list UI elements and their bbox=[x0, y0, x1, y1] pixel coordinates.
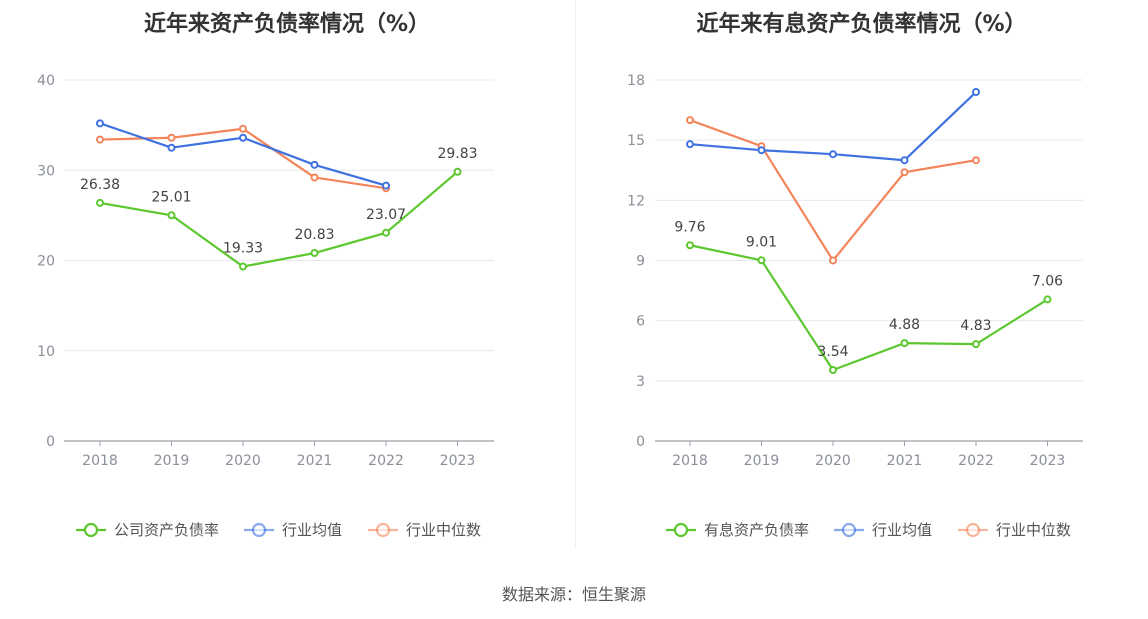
series-line-1 bbox=[689, 91, 977, 162]
series-line-0 bbox=[99, 170, 459, 268]
right-chart-panel: 近年来有息资产负债率情况（%） 0 3 6 9 12 15 18 2018 2019 2020 20… bbox=[575, 0, 1148, 560]
x-tick-label: 2021 bbox=[887, 453, 923, 469]
legend-label-1: 行业均值 bbox=[282, 521, 342, 539]
y-tick-label: 30 bbox=[37, 163, 55, 179]
data-point bbox=[686, 241, 694, 250]
data-label: 4.88 bbox=[889, 317, 920, 333]
data-label: 9.01 bbox=[746, 234, 777, 250]
data-label: 4.83 bbox=[960, 318, 991, 334]
data-point bbox=[757, 146, 766, 155]
y-tick-label: 15 bbox=[627, 133, 645, 149]
x-tick-label: 2019 bbox=[744, 453, 780, 469]
data-point bbox=[96, 198, 104, 207]
panel-divider bbox=[575, 0, 576, 548]
data-point bbox=[972, 156, 980, 165]
y-tick-label: 12 bbox=[627, 193, 645, 209]
data-point bbox=[167, 143, 176, 152]
data-label: 25.01 bbox=[151, 189, 191, 205]
right-chart-title: 近年来有息资产负债率情况（%） bbox=[696, 12, 1027, 37]
x-tick-label: 2020 bbox=[225, 453, 261, 469]
legend-label-0: 有息资产负债率 bbox=[704, 521, 809, 539]
data-point bbox=[167, 211, 176, 220]
data-point bbox=[96, 119, 104, 128]
data-point bbox=[239, 262, 247, 271]
data-point bbox=[757, 256, 766, 265]
data-point bbox=[900, 168, 909, 177]
y-tick-label: 0 bbox=[636, 434, 645, 450]
data-source-note: 数据来源：恒生聚源 bbox=[501, 585, 646, 604]
x-tick-label: 2021 bbox=[297, 453, 333, 469]
legend-marker-0 bbox=[83, 522, 99, 538]
y-tick-label: 0 bbox=[46, 434, 55, 450]
data-label: 3.54 bbox=[817, 344, 848, 360]
legend-marker-1 bbox=[251, 522, 267, 538]
data-point bbox=[686, 116, 694, 125]
x-tick-label: 2019 bbox=[154, 453, 190, 469]
right-line-chart: 0 3 6 9 12 15 18 2018 2019 2020 2021 2022 2023 9.76 9.… bbox=[627, 73, 1083, 539]
legend-label-0: 公司资产负债率 bbox=[114, 521, 219, 539]
data-point bbox=[686, 140, 694, 149]
data-point bbox=[310, 173, 319, 182]
data-point bbox=[167, 133, 176, 142]
data-label: 29.83 bbox=[437, 146, 477, 162]
data-label: 19.33 bbox=[223, 241, 263, 257]
legend-label-1: 行业均值 bbox=[872, 521, 932, 539]
y-tick-label: 9 bbox=[636, 254, 645, 270]
left-chart-title: 近年来资产负债率情况（%） bbox=[143, 12, 431, 37]
data-point bbox=[1043, 295, 1052, 304]
legend-marker-2 bbox=[965, 522, 981, 538]
data-point bbox=[382, 228, 390, 237]
x-tick-label: 2023 bbox=[1030, 453, 1066, 469]
x-tick-label: 2022 bbox=[368, 453, 404, 469]
data-point bbox=[310, 249, 319, 258]
data-point bbox=[239, 133, 247, 142]
data-point bbox=[310, 160, 319, 169]
legend-label-2: 行业中位数 bbox=[406, 521, 481, 539]
data-label: 23.07 bbox=[366, 207, 406, 223]
x-tick-label: 2022 bbox=[958, 453, 994, 469]
legend-label-2: 行业中位数 bbox=[996, 521, 1071, 539]
y-tick-label: 18 bbox=[627, 73, 645, 89]
data-label: 20.83 bbox=[294, 227, 334, 243]
legend-marker-1 bbox=[841, 522, 857, 538]
data-point bbox=[829, 150, 837, 159]
data-label: 26.38 bbox=[80, 177, 120, 193]
y-tick-label: 40 bbox=[37, 73, 55, 89]
x-tick-label: 2023 bbox=[440, 453, 476, 469]
data-point bbox=[972, 88, 980, 97]
y-tick-label: 6 bbox=[636, 314, 645, 330]
series-line-0 bbox=[689, 244, 1049, 372]
data-label: 9.76 bbox=[674, 219, 705, 235]
x-tick-label: 2018 bbox=[82, 453, 118, 469]
data-point bbox=[239, 124, 247, 133]
data-point bbox=[382, 181, 390, 190]
data-point bbox=[900, 339, 909, 348]
y-tick-label: 10 bbox=[37, 344, 55, 360]
legend-marker-2 bbox=[375, 522, 391, 538]
x-tick-label: 2018 bbox=[672, 453, 708, 469]
data-point bbox=[829, 366, 837, 375]
data-label: 7.06 bbox=[1032, 273, 1063, 289]
data-point bbox=[96, 135, 104, 144]
left-chart-panel: 近年来资产负债率情况（%） 0 10 20 30 40 2018 2019 2020 2021 2… bbox=[0, 0, 574, 560]
data-point bbox=[829, 256, 837, 265]
data-point bbox=[972, 340, 980, 349]
series-line-2 bbox=[689, 119, 977, 262]
y-tick-label: 20 bbox=[37, 254, 55, 270]
x-tick-label: 2020 bbox=[815, 453, 851, 469]
y-tick-label: 3 bbox=[636, 374, 645, 390]
data-point bbox=[900, 156, 909, 165]
legend-marker-0 bbox=[673, 522, 689, 538]
left-line-chart: 0 10 20 30 40 2018 2019 2020 2021 2022 2023 26.38 25… bbox=[37, 73, 494, 539]
data-point bbox=[453, 167, 462, 176]
